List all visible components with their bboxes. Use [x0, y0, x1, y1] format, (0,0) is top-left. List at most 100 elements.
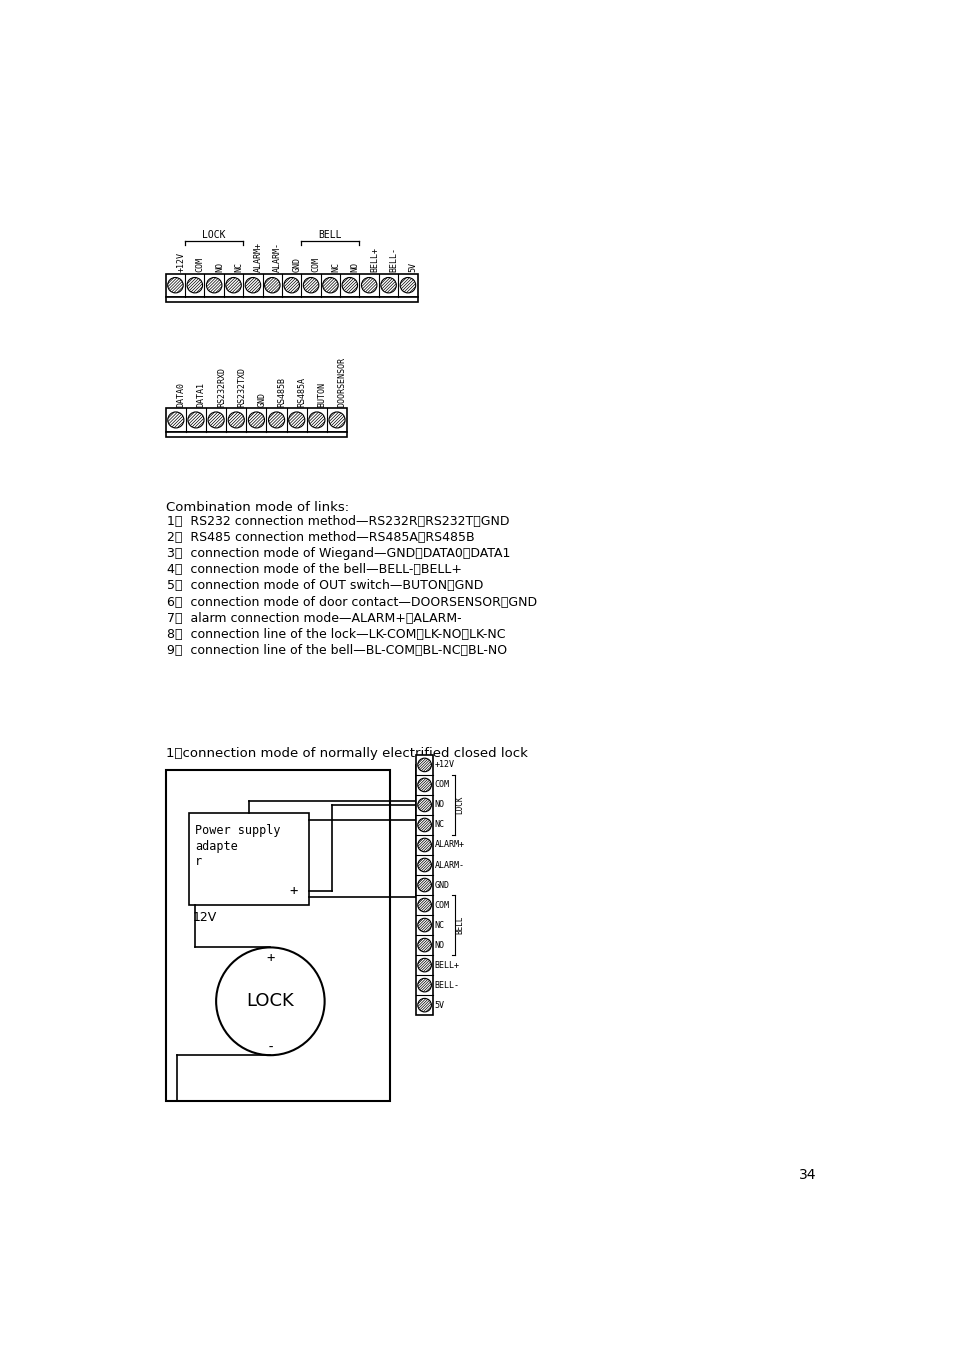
Bar	[166, 297, 417, 302]
Text: COM: COM	[312, 256, 320, 273]
Bar	[166, 432, 347, 437]
Text: ALARM-: ALARM-	[435, 860, 464, 869]
Text: LOCK: LOCK	[456, 795, 464, 814]
Text: Power supply: Power supply	[195, 825, 280, 837]
Circle shape	[289, 412, 304, 428]
Text: COM: COM	[435, 900, 449, 910]
Circle shape	[380, 278, 395, 293]
Text: NC: NC	[435, 821, 444, 829]
Circle shape	[417, 999, 431, 1012]
Text: 9、  connection line of the bell—BL-COM、BL-NC、BL-NO: 9、 connection line of the bell—BL-COM、BL…	[167, 644, 507, 657]
Circle shape	[417, 958, 431, 972]
Circle shape	[303, 278, 318, 293]
Text: BUTON: BUTON	[317, 382, 326, 406]
Text: 6、  connection mode of door contact—DOORSENSOR、GND: 6、 connection mode of door contact—DOORS…	[167, 595, 537, 609]
Text: GND: GND	[293, 256, 301, 273]
Circle shape	[248, 412, 264, 428]
Text: GND: GND	[257, 392, 266, 406]
Text: NO: NO	[214, 262, 224, 273]
Circle shape	[342, 278, 357, 293]
Circle shape	[188, 412, 204, 428]
Circle shape	[417, 759, 431, 772]
Text: ALARM+: ALARM+	[435, 841, 464, 849]
Circle shape	[309, 412, 325, 428]
Text: 3、  connection mode of Wiegand—GND、DATA0、DATA1: 3、 connection mode of Wiegand—GND、DATA0、…	[167, 547, 510, 560]
Text: NC: NC	[234, 262, 243, 273]
Text: NO: NO	[350, 262, 359, 273]
Circle shape	[417, 798, 431, 811]
Circle shape	[399, 278, 416, 293]
Text: +12V: +12V	[176, 252, 185, 273]
Text: ALARM-: ALARM-	[273, 242, 282, 273]
Text: +: +	[266, 952, 274, 965]
Text: BELL-: BELL-	[435, 980, 459, 990]
Bar	[189, 813, 309, 904]
Circle shape	[187, 278, 202, 293]
Text: RS485B: RS485B	[277, 377, 286, 406]
Text: COM: COM	[435, 780, 449, 790]
Text: COM: COM	[195, 256, 204, 273]
Text: GND: GND	[435, 880, 449, 890]
Circle shape	[268, 412, 284, 428]
Text: 34: 34	[799, 1168, 816, 1183]
Circle shape	[417, 778, 431, 791]
Text: +: +	[289, 884, 297, 898]
Bar	[166, 274, 417, 297]
Text: BELL+: BELL+	[435, 961, 459, 969]
Circle shape	[264, 278, 280, 293]
Text: ALARM+: ALARM+	[253, 242, 262, 273]
Text: 5V: 5V	[408, 262, 417, 273]
Text: 5、  connection mode of OUT switch—BUTON、GND: 5、 connection mode of OUT switch—BUTON、G…	[167, 579, 483, 593]
Text: 1、connection mode of normally electrified closed lock: 1、connection mode of normally electrifie…	[166, 747, 527, 760]
Text: LOCK: LOCK	[202, 230, 226, 240]
Text: NC: NC	[435, 921, 444, 930]
Circle shape	[417, 918, 431, 932]
Circle shape	[168, 412, 184, 428]
Circle shape	[228, 412, 244, 428]
Text: NO: NO	[435, 801, 444, 810]
Circle shape	[284, 278, 299, 293]
Circle shape	[361, 278, 376, 293]
Bar	[166, 771, 390, 1102]
Circle shape	[417, 898, 431, 911]
Text: DATA1: DATA1	[196, 382, 206, 406]
Text: 8、  connection line of the lock—LK-COM、LK-NO、LK-NC: 8、 connection line of the lock—LK-COM、LK…	[167, 628, 505, 641]
Text: BELL+: BELL+	[370, 247, 378, 273]
Text: DATA0: DATA0	[176, 382, 186, 406]
Text: Combination mode of links:: Combination mode of links:	[166, 501, 349, 514]
Circle shape	[168, 278, 183, 293]
Circle shape	[208, 412, 224, 428]
Circle shape	[417, 818, 431, 832]
Text: r: r	[195, 855, 202, 868]
Text: 1、  RS232 connection method—RS232R、RS232T、GND: 1、 RS232 connection method—RS232R、RS232T…	[167, 514, 509, 528]
Circle shape	[245, 278, 260, 293]
Text: RS232TXD: RS232TXD	[236, 367, 246, 406]
Text: 5V: 5V	[435, 1000, 444, 1010]
Circle shape	[322, 278, 337, 293]
Text: RS485A: RS485A	[297, 377, 306, 406]
Text: NO: NO	[435, 941, 444, 949]
Circle shape	[417, 879, 431, 892]
Text: +12V: +12V	[435, 760, 455, 770]
Circle shape	[417, 859, 431, 872]
Text: LOCK: LOCK	[246, 992, 294, 1010]
Circle shape	[417, 838, 431, 852]
Text: RS232RXD: RS232RXD	[216, 367, 226, 406]
Circle shape	[417, 979, 431, 992]
Bar	[416, 755, 433, 1015]
Text: 12V: 12V	[193, 911, 217, 925]
Text: 2、  RS485 connection method—RS485A、RS485B: 2、 RS485 connection method—RS485A、RS485B	[167, 531, 475, 544]
Text: -: -	[266, 1041, 274, 1054]
Circle shape	[206, 278, 222, 293]
Text: adapte: adapte	[195, 840, 237, 853]
Text: BELL: BELL	[318, 230, 342, 240]
Circle shape	[329, 412, 345, 428]
Text: BELL: BELL	[456, 915, 464, 934]
Text: BELL-: BELL-	[389, 247, 398, 273]
Text: 7、  alarm connection mode—ALARM+、ALARM-: 7、 alarm connection mode—ALARM+、ALARM-	[167, 612, 461, 625]
Text: NC: NC	[331, 262, 340, 273]
Bar	[166, 409, 347, 432]
Text: DOORSENSOR: DOORSENSOR	[337, 356, 347, 406]
Circle shape	[216, 948, 324, 1056]
Text: 4、  connection mode of the bell—BELL-、BELL+: 4、 connection mode of the bell—BELL-、BEL…	[167, 563, 462, 576]
